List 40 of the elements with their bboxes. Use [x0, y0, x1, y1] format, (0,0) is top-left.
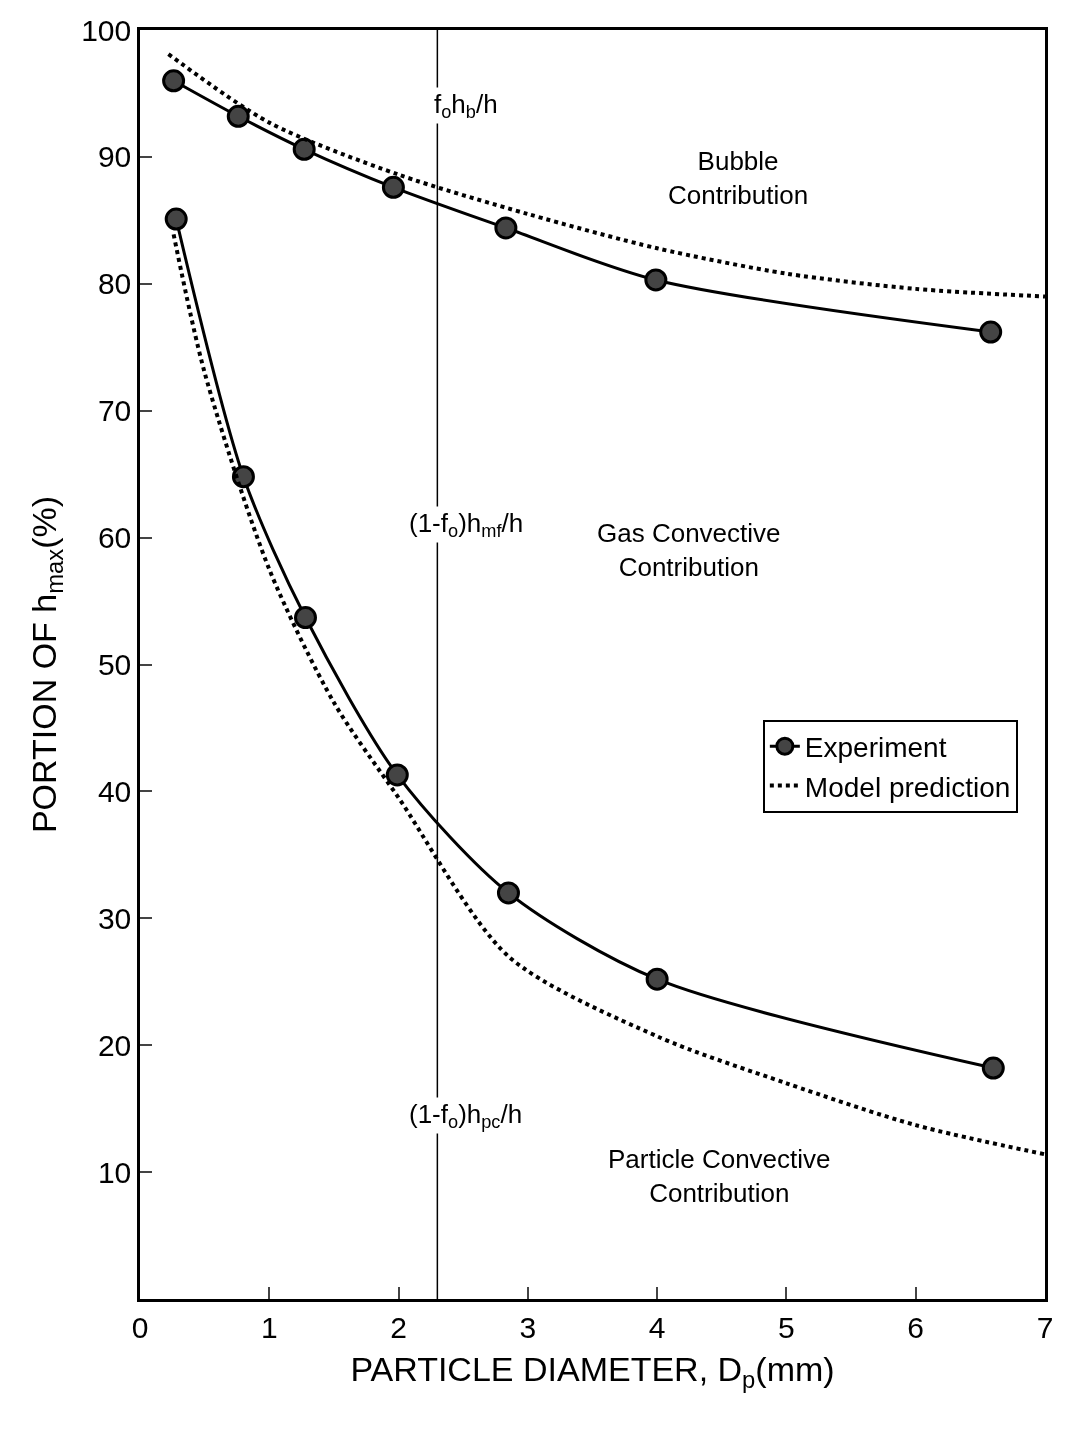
legend-label: Model prediction — [804, 771, 1011, 803]
annotation: Bubble Contribution — [668, 146, 809, 210]
y-tick-label: 40 — [97, 774, 132, 808]
point — [226, 104, 250, 128]
point — [496, 881, 520, 905]
y-tick-label: 100 — [81, 13, 132, 47]
annotation: Particle Convective Contribution — [608, 1144, 831, 1208]
x-tick-label: 7 — [1036, 1310, 1054, 1344]
point — [644, 268, 668, 292]
annotation: f$_{o}$h$_{b}$/h — [434, 89, 498, 123]
point — [979, 320, 1003, 344]
x-tick-label: 2 — [390, 1310, 407, 1344]
point — [385, 763, 409, 787]
point — [645, 967, 669, 991]
annotation: Gas Convective Contribution — [597, 518, 781, 582]
point — [164, 207, 188, 231]
x-tick-label: 1 — [260, 1310, 278, 1344]
y-tick-label: 70 — [97, 394, 132, 428]
y-tick-label: 50 — [97, 648, 132, 681]
point — [294, 606, 317, 630]
x-tick-label: 6 — [907, 1310, 925, 1344]
point — [381, 175, 405, 199]
point — [981, 1056, 1005, 1080]
y-tick-label: 30 — [97, 901, 132, 935]
x-axis-title: PARTICLE DIAMETER, D$_{p}$(mm) — [350, 1350, 835, 1394]
y-tick-label: 10 — [97, 1155, 132, 1189]
y-tick-label: 20 — [97, 1028, 132, 1062]
x-tick-label: 0 — [131, 1310, 149, 1344]
x-tick-label: 5 — [778, 1310, 795, 1344]
point — [162, 69, 186, 93]
y-tick-label: 80 — [97, 267, 132, 301]
y-tick-label: 90 — [97, 140, 132, 174]
point — [494, 216, 518, 240]
annotation: (1-f$_{o}$)h$_{pc}$/h — [409, 1099, 523, 1133]
y-tick-label: 60 — [97, 521, 132, 555]
legend-label: Experiment — [804, 732, 947, 764]
x-tick-label: 4 — [648, 1310, 666, 1344]
point — [292, 137, 316, 161]
annotation: (1-f$_{o}$)h$_{mf}$/h — [409, 508, 524, 542]
x-tick-label: 3 — [519, 1310, 537, 1344]
